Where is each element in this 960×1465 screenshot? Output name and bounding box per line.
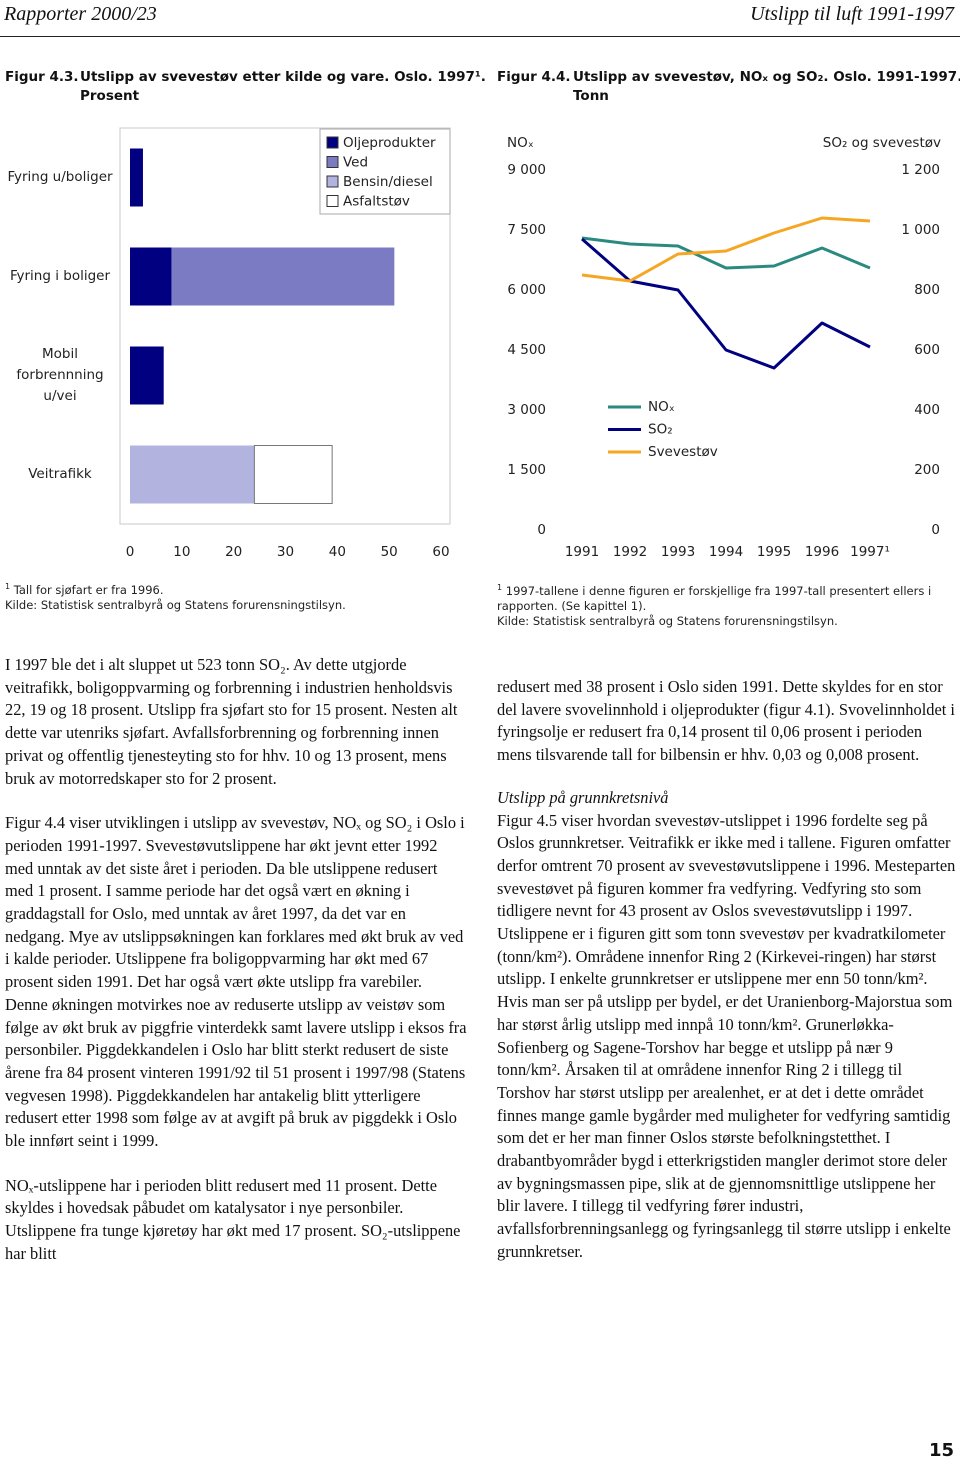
y2-tick-label: 1 200 xyxy=(901,162,940,178)
x-tick-label: 40 xyxy=(329,544,346,560)
figure-title-line: Utslipp av svevestøv, NOₓ og SO₂. Oslo. … xyxy=(573,69,960,85)
category-label: Fyring i boliger xyxy=(9,268,111,284)
legend-label: Oljeprodukter xyxy=(343,135,436,151)
category-label: Fyring u/boliger xyxy=(7,169,113,185)
legend-swatch xyxy=(326,195,339,207)
x-tick-label: 20 xyxy=(225,544,242,560)
paragraph: Figur 4.5 viser hvordan svevestøv-utslip… xyxy=(497,810,956,1261)
y-axis-title: NOₓ xyxy=(507,135,534,151)
y-tick-label: 9 000 xyxy=(507,162,546,178)
y-tick-label: 4 500 xyxy=(507,342,546,358)
bar-segment xyxy=(171,247,395,306)
x-tick-label: 1994 xyxy=(709,544,743,560)
category-label: Veitrafikk xyxy=(28,466,92,482)
footnote-text: 1997-tallene i denne figuren er forskjel… xyxy=(497,583,932,613)
y-tick-label: 7 500 xyxy=(507,222,546,238)
y2-tick-label: 400 xyxy=(914,402,940,418)
legend-label: NOₓ xyxy=(648,399,675,415)
x-tick-label: 0 xyxy=(126,544,135,560)
figure-number: Figur 4.4. xyxy=(497,69,571,85)
x-tick-label: 1997¹ xyxy=(850,544,890,560)
bar-segment xyxy=(130,346,164,405)
x-tick-label: 60 xyxy=(432,544,449,560)
legend-box xyxy=(319,128,451,215)
bar-segment xyxy=(130,247,172,306)
figure-title-line: Tonn xyxy=(573,88,609,104)
bar-segment xyxy=(130,445,255,504)
page-number: 15 xyxy=(928,1440,954,1461)
x-tick-label: 1996 xyxy=(805,544,839,560)
paragraph: redusert med 38 prosent i Oslo siden 199… xyxy=(497,677,955,765)
source: Kilde: Statistisk sentralbyrå og Statens… xyxy=(497,613,838,628)
plot-frame xyxy=(119,127,451,525)
y2-tick-label: 600 xyxy=(914,342,940,358)
running-head-left: Rapporter 2000/23 xyxy=(4,3,157,25)
y2-tick-label: 1 000 xyxy=(901,222,940,238)
x-tick-label: 1993 xyxy=(661,544,695,560)
category-label: Mobil forbrennning u/vei xyxy=(16,346,104,404)
legend-label: Ved xyxy=(343,155,368,171)
legend-swatch xyxy=(326,136,339,149)
y2-axis-title: SO₂ og svevestøv xyxy=(823,135,941,151)
y-tick-label: 3 000 xyxy=(507,402,546,418)
figure-title-line: Utslipp av svevestøv etter kilde og vare… xyxy=(80,69,486,85)
y-tick-label: 0 xyxy=(537,522,546,538)
x-tick-label: 1991 xyxy=(565,544,599,560)
figure-notes: 1 Tall for sjøfart er fra 1996. Kilde: S… xyxy=(5,579,465,613)
data-line xyxy=(581,216,871,283)
y-tick-label: 6 000 xyxy=(507,282,546,298)
data-line xyxy=(581,236,871,270)
paragraph: NOₓ-utslippene har i perioden blitt redu… xyxy=(5,1175,461,1263)
legend-label: Svevestøv xyxy=(648,444,718,460)
text-column: redusert med 38 prosent i Oslo siden 199… xyxy=(497,676,957,1286)
legend-label: Bensin/diesel xyxy=(343,174,433,190)
footnote: 1 1997-tallene i denne figuren er forskj… xyxy=(497,580,937,614)
legend-label: Asfaltstøv xyxy=(343,194,410,210)
bar-segment xyxy=(130,148,143,207)
header-rule xyxy=(0,36,960,37)
legend-swatch xyxy=(326,175,339,188)
footnote-mark: 1 xyxy=(5,582,11,591)
paragraph: Figur 4.4 viser utviklingen i utslipp av… xyxy=(5,813,467,1151)
x-tick-label: 30 xyxy=(277,544,294,560)
figure-title: Utslipp av svevestøv, NOₓ og SO₂. Oslo. … xyxy=(573,68,960,106)
y2-tick-label: 0 xyxy=(931,522,940,538)
source: Kilde: Statistisk sentralbyrå og Statens… xyxy=(5,597,346,612)
x-tick-label: 1995 xyxy=(757,544,791,560)
x-tick-label: 1992 xyxy=(613,544,647,560)
figure-title-line: Prosent xyxy=(80,88,140,104)
legend-swatch xyxy=(326,156,339,168)
section-heading: Utslipp på grunnkretsnivå xyxy=(497,787,669,807)
legend-label: SO₂ xyxy=(648,422,673,438)
y2-tick-label: 200 xyxy=(914,462,940,478)
text-column: I 1997 ble det i alt sluppet ut 523 tonn… xyxy=(5,654,467,1288)
y-tick-label: 1 500 xyxy=(507,462,546,478)
running-head-right: Utslipp til luft 1991-1997 xyxy=(750,3,954,25)
data-line xyxy=(581,237,871,370)
footnote-text: Tall for sjøfart er fra 1996. xyxy=(13,582,164,597)
charts: 0 10 20 30 40 50 60 Oljeprodukter Ved Bensin/dies… xyxy=(119,127,941,560)
paragraph: I 1997 ble det i alt sluppet ut 523 tonn… xyxy=(5,655,458,788)
bar-segment xyxy=(253,445,333,504)
x-tick-label: 10 xyxy=(173,544,190,560)
footnote-mark: 1 xyxy=(497,583,503,592)
y2-tick-label: 800 xyxy=(914,282,940,298)
x-tick-label: 50 xyxy=(381,544,398,560)
figure-number: Figur 4.3. xyxy=(5,69,79,85)
figure-notes: 1 1997-tallene i denne figuren er forskj… xyxy=(497,580,937,629)
footnote: 1 Tall for sjøfart er fra 1996. xyxy=(5,579,465,598)
figure-title: Utslipp av svevestøv etter kilde og vare… xyxy=(80,68,486,106)
